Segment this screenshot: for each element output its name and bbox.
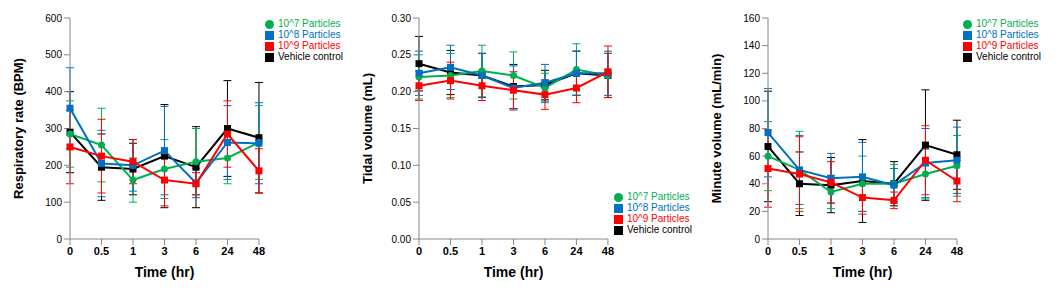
svg-text:3: 3: [510, 245, 516, 257]
svg-text:0: 0: [56, 234, 62, 245]
svg-text:1: 1: [130, 245, 136, 257]
svg-text:0: 0: [754, 234, 760, 245]
html-text:10^7 Particles: 10^7 Particles: [627, 191, 690, 202]
svg-text:60: 60: [749, 151, 761, 162]
svg-text:Minute volume (mL/min): Minute volume (mL/min): [709, 54, 724, 204]
html-text:10^7 Particles: 10^7 Particles: [976, 18, 1039, 29]
svg-text:3: 3: [859, 245, 865, 257]
svg-text:400: 400: [45, 86, 62, 97]
svg-text:0.00: 0.00: [392, 234, 412, 245]
svg-text:0.20: 0.20: [392, 86, 412, 97]
svg-text:0.10: 0.10: [392, 160, 412, 171]
svg-text:100: 100: [45, 197, 62, 208]
html-text:Vehicle control: Vehicle control: [976, 51, 1041, 62]
svg-text:300: 300: [45, 123, 62, 134]
svg-text:0.5: 0.5: [443, 245, 458, 257]
svg-text:6: 6: [193, 245, 199, 257]
svg-text:6: 6: [891, 245, 897, 257]
html-text:10^9 Particles: 10^9 Particles: [627, 213, 690, 224]
svg-text:0: 0: [67, 245, 73, 257]
html-text:Vehicle control: Vehicle control: [627, 224, 692, 235]
html-text:10^7 Particles: 10^7 Particles: [278, 18, 341, 29]
svg-text:0.5: 0.5: [94, 245, 109, 257]
svg-text:6: 6: [542, 245, 548, 257]
svg-text:48: 48: [602, 245, 614, 257]
svg-text:140: 140: [743, 40, 760, 51]
svg-text:0: 0: [765, 245, 771, 257]
svg-text:600: 600: [45, 13, 62, 24]
svg-text:0.25: 0.25: [392, 49, 412, 60]
svg-text:80: 80: [749, 123, 761, 134]
svg-text:200: 200: [45, 160, 62, 171]
svg-text:Time (hr): Time (hr): [484, 264, 544, 280]
svg-text:500: 500: [45, 49, 62, 60]
html-text:10^8 Particles: 10^8 Particles: [278, 29, 341, 40]
svg-text:1: 1: [828, 245, 834, 257]
svg-text:0.15: 0.15: [392, 123, 412, 134]
html-text:Vehicle control: Vehicle control: [278, 51, 343, 62]
svg-text:0.05: 0.05: [392, 197, 412, 208]
svg-text:Tidal volume (mL): Tidal volume (mL): [360, 73, 375, 184]
svg-text:1: 1: [479, 245, 485, 257]
svg-text:48: 48: [253, 245, 265, 257]
svg-text:3: 3: [161, 245, 167, 257]
svg-text:0.5: 0.5: [792, 245, 807, 257]
svg-text:160: 160: [743, 13, 760, 24]
svg-text:120: 120: [743, 68, 760, 79]
svg-text:Respiratory rate (BPM): Respiratory rate (BPM): [11, 58, 26, 199]
html-text:10^8 Particles: 10^8 Particles: [976, 29, 1039, 40]
svg-text:48: 48: [951, 245, 963, 257]
svg-text:0: 0: [416, 245, 422, 257]
svg-text:40: 40: [749, 178, 761, 189]
svg-text:0.30: 0.30: [392, 13, 412, 24]
html-text:10^9 Particles: 10^9 Particles: [976, 40, 1039, 51]
svg-text:Time (hr): Time (hr): [135, 264, 195, 280]
svg-text:24: 24: [221, 245, 234, 257]
svg-text:20: 20: [749, 206, 761, 217]
svg-text:24: 24: [570, 245, 583, 257]
html-text:10^8 Particles: 10^8 Particles: [627, 202, 690, 213]
svg-text:24: 24: [919, 245, 932, 257]
html-text:10^9 Particles: 10^9 Particles: [278, 40, 341, 51]
svg-text:Time (hr): Time (hr): [833, 264, 893, 280]
svg-text:100: 100: [743, 95, 760, 106]
